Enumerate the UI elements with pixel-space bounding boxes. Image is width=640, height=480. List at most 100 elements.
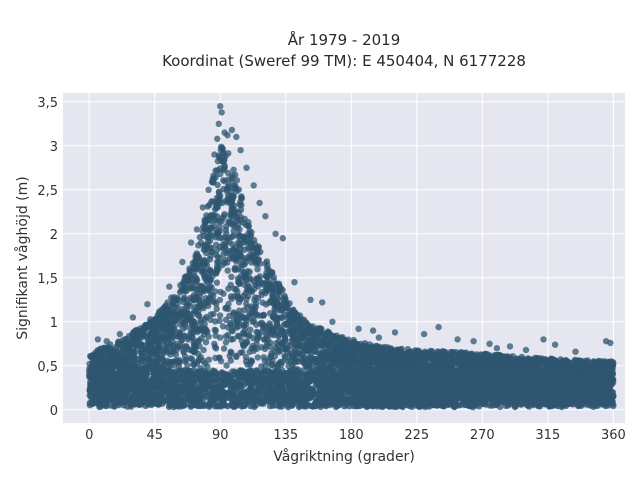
data-point [201,261,209,268]
data-point [206,201,213,209]
data-point [233,177,241,184]
data-point [242,221,250,229]
data-point [221,162,228,169]
data-point [210,292,217,300]
data-point [281,328,289,335]
data-point [127,357,135,365]
data-point [256,260,263,267]
data-point [205,286,213,293]
data-point [252,303,259,310]
data-point [227,348,234,355]
data-point [244,304,251,311]
data-point [517,357,524,364]
data-point [173,340,181,348]
data-point [428,348,436,355]
data-point [193,360,201,367]
data-point [236,252,243,259]
data-point [332,337,339,344]
data-point [230,166,237,173]
data-point [261,345,269,352]
data-point [254,283,262,290]
data-point [231,222,238,230]
data-point [247,276,254,283]
data-point [234,320,241,327]
data-point [162,333,169,340]
data-point [154,325,162,332]
data-point [190,279,197,286]
data-point [233,187,240,195]
data-point [188,334,195,341]
data-point [188,321,196,328]
data-point [214,246,221,254]
chart-title: År 1979 - 2019 [288,30,401,49]
data-point [299,367,306,374]
data-point [216,354,223,361]
data-point [297,321,304,329]
data-point [243,321,250,328]
data-point [224,267,231,274]
data-point [505,358,512,365]
data-point [314,342,322,349]
data-point [316,325,323,332]
data-point [267,343,274,351]
data-point [274,300,281,308]
data-point [219,323,227,330]
data-point [230,335,237,343]
data-point [213,279,221,286]
data-point [214,158,222,165]
data-points [86,103,617,411]
data-point [605,360,612,367]
data-point [249,249,256,256]
chart-subtitle: Koordinat (Sweref 99 TM): E 450404, N 61… [162,52,526,70]
data-point [222,316,230,324]
data-point [209,175,216,183]
data-point [170,361,178,369]
data-point [146,344,153,352]
data-point [203,216,210,223]
data-point [222,339,230,346]
data-point [215,188,223,195]
data-point [253,336,261,343]
data-point [238,201,245,209]
data-point [261,357,269,364]
data-point [147,339,155,347]
data-point [274,322,281,329]
data-point [263,273,270,280]
data-point [205,233,212,241]
data-point [218,218,225,225]
data-point [200,346,207,354]
data-point [99,361,106,369]
data-point [281,321,288,328]
data-point [414,352,421,359]
data-point [243,296,250,303]
data-point [144,358,151,365]
data-point [228,327,235,334]
data-point [251,297,258,304]
data-point [207,252,214,260]
data-point [187,315,194,322]
data-point [202,295,209,302]
data-point [222,226,230,233]
data-point [274,361,281,368]
data-point [260,312,267,319]
data-point [222,197,230,204]
data-point [270,277,278,284]
data-point [197,319,204,326]
data-point [170,346,177,353]
data-point [216,165,224,172]
data-point [181,358,188,365]
data-point [229,196,236,203]
data-point [241,246,248,253]
data-point [253,345,261,352]
data-point [254,354,261,361]
data-point [212,234,219,241]
data-point [202,339,210,346]
data-point [203,274,211,281]
data-point [229,232,236,240]
data-point [228,273,235,280]
data-point [425,355,433,362]
data-point [231,265,238,273]
data-point [181,343,189,350]
data-point [448,350,456,357]
